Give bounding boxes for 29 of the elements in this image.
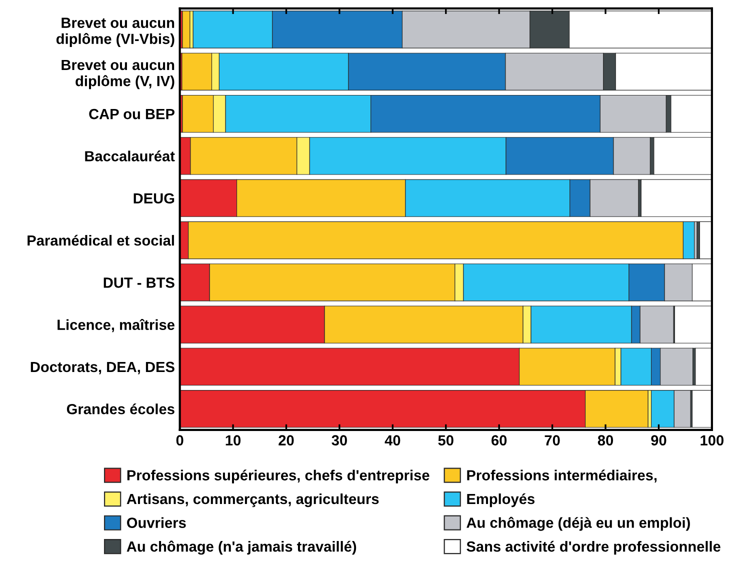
y-tick-label: DUT - BTS	[104, 278, 174, 288]
legend-label: Sans activité d'ordre professionnelle	[466, 540, 720, 555]
x-tick-label: 50	[438, 435, 454, 446]
y-tick-label: Grandes écoles	[66, 403, 174, 414]
x-tick-label: 30	[332, 435, 347, 446]
x-tick-label: 90	[651, 435, 666, 446]
x-tick-label: 80	[598, 435, 614, 446]
legend-label: Artisans, commerçants, agriculteurs	[126, 493, 379, 508]
y-tick-label: Brevet ou aucun diplôme (V, IV)	[62, 60, 174, 90]
x-tick-label: 60	[492, 435, 507, 446]
legend-label: Professions supérieures, chefs d'entreprise	[127, 470, 430, 484]
y-tick-label: Paramédical et social	[28, 234, 174, 246]
y-tick-label: Doctorats, DEA, DES	[30, 362, 174, 374]
x-tick-label: 10	[226, 435, 241, 446]
y-tick-label: Licence, maîtrise	[58, 318, 174, 332]
x-tick-label: 40	[384, 435, 400, 446]
y-tick-label: DEUG	[134, 193, 174, 204]
legend-label: Ouvriers	[127, 517, 186, 528]
y-tick-label: Baccalauréat	[85, 150, 175, 162]
y-tick-label: CAP ou BEP	[89, 108, 174, 120]
legend-label: Au chômage (n'a jamais travaillé)	[126, 540, 356, 555]
x-tick-label: 0	[176, 435, 184, 446]
x-tick-label: 100	[700, 435, 724, 446]
x-tick-label: 70	[544, 435, 560, 446]
legend-label: Au chômage (déjà eu un emploi)	[466, 516, 690, 531]
legend-label: Employés	[467, 493, 535, 508]
x-tick-label: 20	[278, 435, 294, 446]
y-tick-label: Brevet ou aucun diplôme (VI-Vbis)	[56, 18, 174, 47]
legend-label: Professions intermédiaires,	[467, 470, 657, 483]
